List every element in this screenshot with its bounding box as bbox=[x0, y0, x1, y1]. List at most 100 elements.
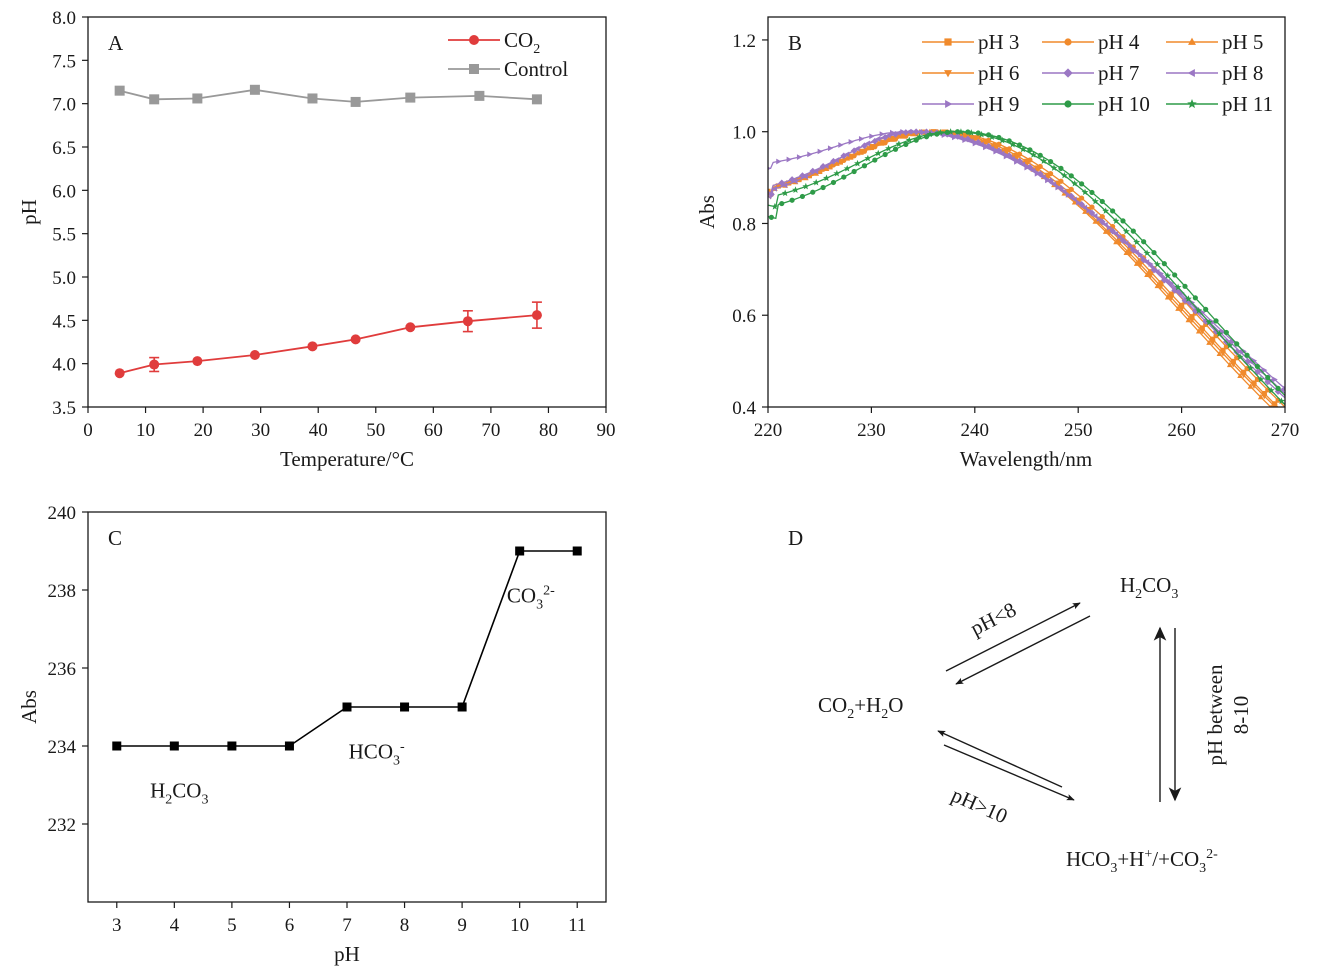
panel-b-point bbox=[910, 128, 916, 135]
panel-b-point bbox=[1009, 140, 1017, 148]
panel-c-point bbox=[457, 702, 467, 712]
panel-b-point bbox=[1141, 239, 1147, 245]
panel-b-point bbox=[961, 134, 968, 140]
legend-co2-label: CO2 bbox=[504, 28, 540, 57]
panel-c-line bbox=[116, 550, 578, 747]
panel-b-x-ticks: 220 230 240 250 260 270 bbox=[754, 407, 1299, 441]
panel-b-point bbox=[892, 146, 899, 152]
panel-b-point bbox=[1169, 280, 1175, 287]
panel-b-point bbox=[1147, 269, 1154, 275]
panel-b-point bbox=[841, 174, 847, 180]
panel-b-point bbox=[1096, 216, 1102, 222]
panel-b-point bbox=[1089, 204, 1095, 210]
hco3-node: HCO3+H+/+CO32- bbox=[1066, 847, 1218, 876]
panel-b-point bbox=[1143, 249, 1151, 257]
panel-b-y-ticks: 0.4 0.6 0.8 1.0 1.2 bbox=[732, 31, 768, 419]
panel-b-y-axis-label: Abs bbox=[695, 195, 719, 229]
panel-b-point bbox=[1205, 318, 1213, 326]
panel-a-point bbox=[307, 93, 318, 104]
panel-c-x-tick-label: 10 bbox=[510, 915, 529, 936]
panel-b-point bbox=[1213, 333, 1219, 339]
panel-b-point bbox=[1254, 368, 1261, 376]
panel-b-point bbox=[1050, 164, 1058, 171]
panel-b-point bbox=[1199, 329, 1206, 335]
panel-b-point bbox=[967, 129, 975, 136]
panel-b-point bbox=[1040, 157, 1048, 165]
panel-a-x-tick-label: 90 bbox=[597, 420, 616, 441]
panel-b-point bbox=[1251, 380, 1257, 386]
panel-b-point bbox=[1282, 414, 1288, 419]
panel-b-point bbox=[1055, 184, 1061, 191]
panel-b-point bbox=[885, 132, 891, 139]
panel-b-point bbox=[882, 151, 888, 158]
legend-marker bbox=[1063, 68, 1073, 78]
panel-a-y-tick-label: 6.5 bbox=[52, 138, 76, 159]
panel-b-point bbox=[947, 128, 955, 135]
panel-b-point bbox=[1168, 295, 1175, 301]
panel-b-point bbox=[817, 148, 823, 155]
panel-b-point bbox=[844, 151, 850, 158]
legend-marker bbox=[1064, 38, 1072, 46]
panel-b-series-8-line bbox=[768, 131, 1285, 406]
panel-b-legend: pH 3 pH 4 pH 5 pH 6 pH 7 pH 8 pH 9 pH 10 pH 11 bbox=[922, 30, 1273, 116]
panel-a-point bbox=[149, 94, 160, 105]
panel-b-point bbox=[1215, 330, 1223, 337]
panel-b-point bbox=[1082, 208, 1088, 214]
panel-b-point bbox=[827, 145, 834, 152]
legend-marker bbox=[1064, 100, 1072, 108]
panel-c-y-ticks: 232 234 236 238 240 bbox=[48, 503, 88, 836]
panel-b-point bbox=[1262, 367, 1268, 374]
panel-b-point bbox=[1209, 340, 1216, 346]
panel-b-point bbox=[992, 145, 999, 151]
panel-b-point bbox=[1154, 282, 1161, 289]
panel-b-point bbox=[1199, 325, 1205, 331]
panel-a-x-axis-label: Temperature/°C bbox=[280, 447, 414, 471]
panel-b-point bbox=[1037, 152, 1043, 158]
panel-a-series-1-line bbox=[119, 88, 537, 103]
panel-b-point bbox=[1174, 283, 1182, 291]
panel-b-point bbox=[1179, 290, 1185, 296]
panel-b-point bbox=[1133, 260, 1140, 266]
panel-c-annotations: H2CO3 HCO3- CO32- bbox=[150, 584, 555, 808]
panel-b-point bbox=[998, 136, 1006, 144]
panel-a-point bbox=[192, 93, 203, 104]
panel-b-point bbox=[799, 193, 806, 200]
panel-b-point bbox=[1065, 188, 1071, 195]
panel-b-point bbox=[1112, 230, 1119, 237]
panel-a-y-tick-label: 3.5 bbox=[52, 398, 76, 419]
panel-b: 220 230 240 250 260 270 0.4 0.6 0.8 1.0 1.2 B Wav… bbox=[695, 16, 1299, 471]
panel-a-point bbox=[462, 316, 473, 327]
panel-c-y-tick-label: 240 bbox=[48, 503, 77, 524]
panel-b-point bbox=[1178, 306, 1185, 312]
panel-b-point bbox=[802, 182, 810, 190]
panel-c-x-tick-label: 4 bbox=[170, 915, 180, 936]
panel-b-point bbox=[1140, 256, 1148, 264]
panel-b-point bbox=[895, 140, 903, 147]
panel-b-point bbox=[1127, 247, 1133, 253]
panel-b-point bbox=[1058, 178, 1064, 184]
panel-a-point bbox=[405, 92, 416, 103]
panel-b-x-tick-label: 240 bbox=[961, 420, 990, 441]
panel-b-y-tick-label: 0.8 bbox=[732, 214, 756, 235]
panel-b-point bbox=[847, 153, 854, 159]
panel-b-point bbox=[771, 185, 777, 192]
panel-b-point bbox=[1079, 195, 1085, 201]
panel-a-y-tick-label: 7.5 bbox=[52, 51, 76, 72]
panel-b-point bbox=[1244, 352, 1250, 358]
panel-b-point bbox=[1047, 171, 1054, 177]
panel-c-x-tick-label: 9 bbox=[457, 915, 467, 936]
panel-c-x-tick-label: 3 bbox=[112, 915, 122, 936]
legend-control-marker bbox=[469, 64, 479, 74]
panel-c-y-tick-label: 236 bbox=[48, 659, 77, 680]
panel-b-point bbox=[1133, 238, 1141, 246]
panel-b-point bbox=[833, 157, 839, 164]
panel-c-y-tick-label: 232 bbox=[48, 815, 77, 836]
panel-b-point bbox=[1161, 261, 1167, 267]
panel-b-point bbox=[864, 154, 872, 162]
panel-b-point bbox=[1130, 228, 1136, 234]
panel-a-y-axis-label: pH bbox=[17, 199, 41, 225]
panel-d-label: D bbox=[788, 526, 803, 550]
panel-b-point bbox=[837, 158, 844, 165]
panel-b-point bbox=[900, 128, 906, 135]
panel-b-point bbox=[1261, 394, 1268, 400]
